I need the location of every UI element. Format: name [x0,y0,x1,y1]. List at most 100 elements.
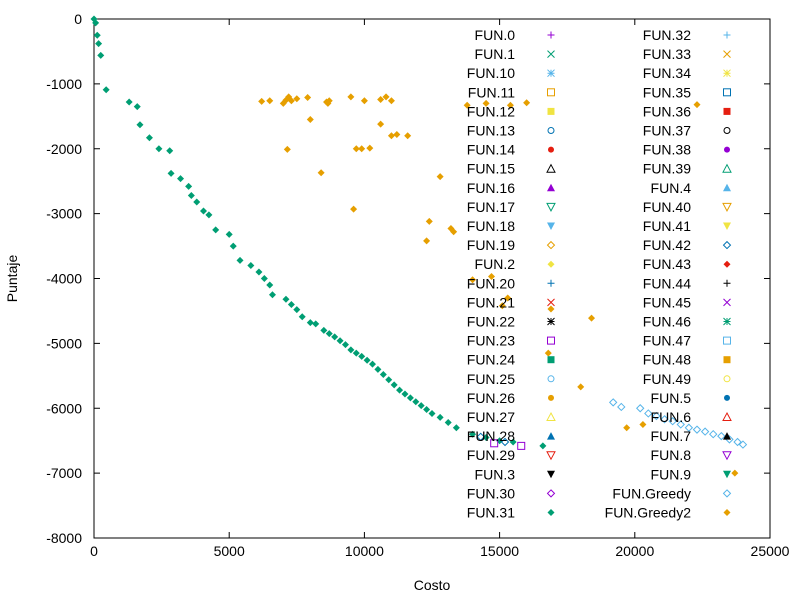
legend-marker [547,336,555,345]
legend-label: FUN.38 [643,142,691,158]
data-point [423,406,431,414]
legend-marker [722,451,732,461]
data-point [692,425,702,434]
data-point [306,319,314,327]
data-point [731,469,739,477]
legend-label: FUN.26 [467,390,515,406]
legend-item: FUN.3 [475,466,555,482]
data-point [287,97,295,105]
y-tick-label: 0 [74,11,82,27]
data-point [452,424,460,432]
data-point [225,230,233,238]
series-fun-greedy [608,398,748,449]
data-point [401,390,409,398]
data-point [412,398,420,406]
legend-item: FUN.26 [467,390,554,406]
data-point [287,300,295,308]
legend-marker [723,69,731,78]
legend-item: FUN.31 [467,505,555,521]
legend-label: FUN.19 [467,237,515,253]
legend-label: FUN.49 [643,371,691,387]
legend-item: FUN.37 [643,123,731,139]
data-point [260,275,268,282]
legend-label: FUN.31 [467,505,515,521]
legend-marker [723,356,731,364]
data-point [97,51,105,59]
legend-label: FUN.25 [467,371,515,387]
legend-item: FUN.15 [467,161,556,177]
legend-label: FUN.6 [651,409,692,425]
legend-item: FUN.1 [475,46,555,62]
legend-item: FUN.22 [467,314,555,330]
data-point [255,268,263,276]
data-point [200,207,208,215]
legend-marker [547,127,555,134]
legend-marker [547,107,555,115]
data-point [377,120,385,128]
legend-label: FUN.13 [467,123,515,139]
legend-marker [724,146,730,153]
legend-label: FUN.16 [467,180,515,196]
data-point [577,383,585,391]
legend-item: FUN.42 [643,237,732,253]
legend-label: FUN.41 [643,218,691,234]
legend-item: FUN.9 [651,466,731,482]
data-point [268,291,276,299]
legend-label: FUN.0 [475,27,516,43]
legend-label: FUN.30 [467,485,515,501]
legend-item: FUN.19 [467,237,556,253]
x-tick-label: 0 [90,543,98,559]
legend-marker [722,489,732,498]
data-point [444,419,452,427]
data-point [212,226,220,234]
legend-label: FUN.29 [467,447,515,463]
data-point [133,103,141,111]
legend-marker [723,50,731,58]
data-point [406,394,414,402]
legend-label: FUN.47 [643,333,691,349]
legend-item: FUN.48 [643,352,731,368]
data-point [623,424,631,432]
legend-label: FUN.20 [467,275,515,291]
data-point [547,305,555,313]
data-point [393,130,401,138]
data-point [352,349,360,357]
data-point [379,371,387,379]
legend-label: FUN.12 [467,103,515,119]
legend-label: FUN.27 [467,409,515,425]
x-tick-label: 20000 [615,543,654,559]
legend-marker [547,50,555,58]
legend-marker [723,317,731,326]
y-tick-label: -5000 [46,335,82,351]
data-point [385,376,393,384]
data-point [341,341,349,349]
data-point [325,330,333,338]
legend-marker [546,163,556,173]
legend-item: FUN.28 [467,428,555,444]
legend-marker [547,356,555,364]
data-point [428,409,436,417]
legend-label: FUN.8 [651,447,692,463]
y-tick-label: -3000 [46,206,82,222]
legend-item: FUN.17 [467,199,556,215]
legend-marker [723,127,731,134]
data-point [177,175,185,183]
legend-label: FUN.3 [475,466,516,482]
legend-item: FUN.40 [643,199,732,215]
legend-label: FUN.9 [651,466,692,482]
legend-marker [547,222,555,230]
legend-item: FUN.46 [643,314,731,330]
legend-marker [547,69,555,78]
legend-marker [547,183,555,192]
y-tick-label: -7000 [46,465,82,481]
legend-label: FUN.34 [643,65,691,81]
legend-label: FUN.23 [467,333,515,349]
legend-item: FUN.45 [643,294,731,310]
legend-label: FUN.32 [643,27,691,43]
data-point [167,169,175,177]
data-point [358,352,366,360]
legend-item: FUN.49 [643,371,731,387]
legend-label: FUN.Greedy2 [605,505,692,521]
y-tick-label: -8000 [46,530,82,546]
